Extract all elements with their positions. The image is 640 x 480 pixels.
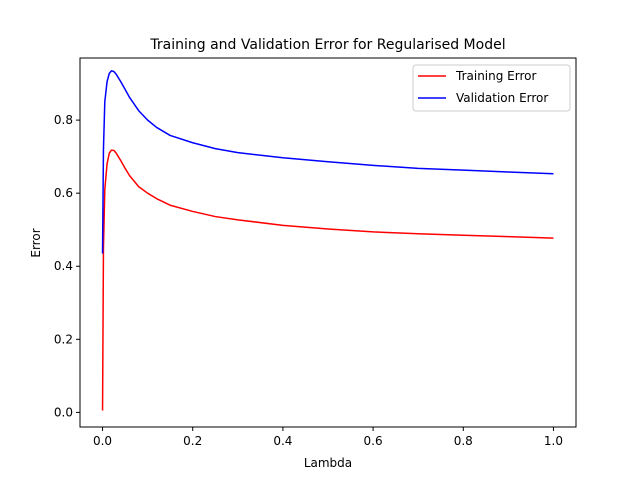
series-layer [101,70,554,411]
y-tick-label: 0.4 [54,259,73,273]
x-tick-label: 0.2 [183,434,202,448]
chart-title: Training and Validation Error for Regula… [149,37,505,53]
legend-box [412,64,571,112]
series-line-training-error [101,149,554,411]
x-tick-label: 0.0 [93,434,112,448]
x-tick-label: 1.0 [544,434,563,448]
x-tick-label: 0.4 [273,434,292,448]
y-axis-title: Error [29,228,43,257]
y-tick-label: 0.0 [54,405,73,419]
x-tick-label: 0.8 [454,434,473,448]
legend-label-validation: Validation Error [456,91,548,105]
x-tick-label: 0.6 [364,434,383,448]
series-line-validation-error [101,70,554,254]
legend: Training Error Validation Error [412,64,571,112]
plot-frame [79,57,577,428]
x-axis-ticks: 0.0 0.2 0.4 0.6 0.8 1.0 [93,427,563,448]
y-tick-label: 0.8 [54,113,73,127]
y-axis-ticks: 0.0 0.2 0.4 0.6 0.8 [54,113,80,419]
y-tick-label: 0.6 [54,186,73,200]
y-tick-label: 0.2 [54,332,73,346]
legend-label-training: Training Error [455,69,536,83]
x-axis-title: Lambda [304,456,352,470]
